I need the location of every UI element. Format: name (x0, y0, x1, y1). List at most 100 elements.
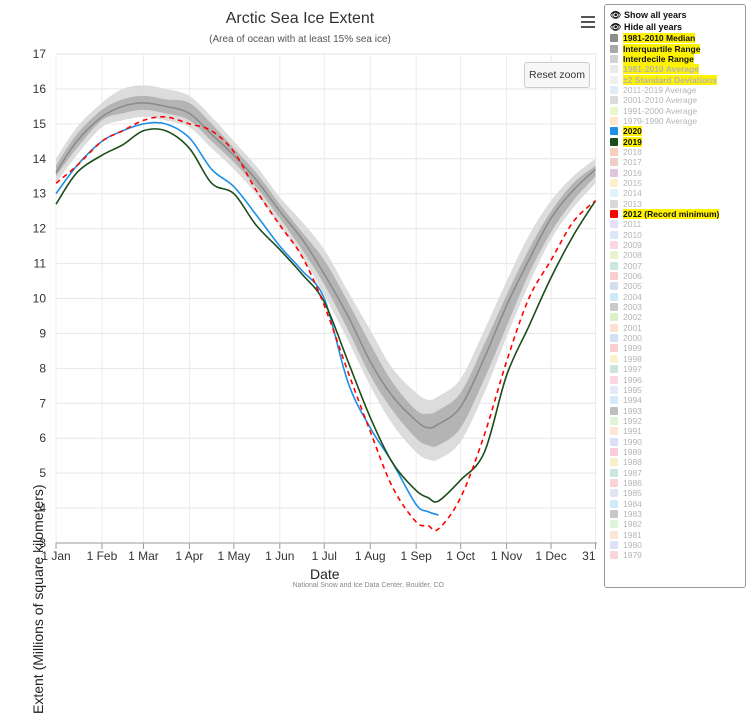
legend-swatch (610, 427, 618, 436)
legend-item[interactable]: 1981 (610, 530, 740, 540)
legend-item[interactable]: 2002 (610, 312, 740, 322)
legend-label: 2016 (623, 167, 642, 178)
y-tick-label: 17 (33, 47, 47, 61)
legend-swatch (610, 396, 618, 405)
legend-label: Interdecile Range (623, 53, 694, 64)
legend-item[interactable]: 2003 (610, 302, 740, 312)
legend-item[interactable]: 2006 (610, 271, 740, 281)
legend-item[interactable]: 1997 (610, 364, 740, 374)
legend-item[interactable]: 1993 (610, 405, 740, 416)
legend-item[interactable]: 1979 (610, 550, 740, 560)
legend-item[interactable]: 2011-2019 Average (610, 85, 740, 95)
legend-item[interactable]: 2009 (610, 240, 740, 250)
legend-label: 2005 (623, 281, 642, 292)
legend-item[interactable]: 2007 (610, 261, 740, 271)
legend-item[interactable]: 2011 (610, 219, 740, 229)
legend-swatch (610, 509, 618, 518)
legend-swatch (610, 199, 618, 208)
y-tick-label: 10 (33, 292, 47, 306)
legend-item[interactable]: 1983 (610, 509, 740, 519)
legend-swatch (610, 147, 618, 156)
legend-item[interactable]: 1991 (610, 426, 740, 436)
legend-item[interactable]: 1980 (610, 540, 740, 550)
series-line (55, 128, 597, 503)
legend-panel: 👁︎ Show all years 👁︎ Hide all years 1981… (604, 4, 746, 588)
legend-item[interactable]: Interdecile Range (610, 53, 740, 64)
legend-item[interactable]: 2016 (610, 167, 740, 178)
legend-item[interactable]: 2004 (610, 292, 740, 302)
legend-item[interactable]: 1996 (610, 374, 740, 385)
legend-item[interactable]: Interquartile Range (610, 43, 740, 54)
legend-item[interactable]: 1994 (610, 395, 740, 405)
legend-item[interactable]: 1991-2000 Average (610, 105, 740, 116)
y-tick-label: 11 (34, 257, 47, 271)
legend-label: 1996 (623, 374, 642, 385)
legend-swatch (610, 34, 618, 43)
legend-item[interactable]: 1984 (610, 498, 740, 509)
x-tick-label: 1 Jul (312, 549, 337, 563)
eye-icon: 👁︎ (610, 9, 622, 20)
legend-item[interactable]: 2001 (610, 323, 740, 333)
legend-label: 1988 (623, 457, 642, 468)
legend-item[interactable]: 2018 (610, 147, 740, 157)
legend-items: 1981-2010 Median Interquartile Range Inter… (610, 33, 740, 561)
legend-item[interactable]: 1986 (610, 478, 740, 488)
legend-item[interactable]: 1990 (610, 436, 740, 447)
legend-item[interactable]: 2008 (610, 250, 740, 260)
legend-item[interactable]: 1999 (610, 343, 740, 353)
legend-item[interactable]: 1989 (610, 447, 740, 457)
legend-label: 1985 (623, 488, 642, 499)
chart-subtitle: (Area of ocean with at least 15% sea ice… (209, 34, 391, 45)
legend-item[interactable]: 2001-2010 Average (610, 95, 740, 105)
legend-swatch (610, 334, 618, 343)
legend-label: 1981 (623, 529, 642, 540)
legend-item[interactable]: 1981-2010 Average (610, 64, 740, 75)
legend-swatch (610, 178, 618, 187)
legend-item[interactable]: 1995 (610, 385, 740, 395)
legend-item[interactable]: 1982 (610, 519, 740, 529)
legend-label: 1979-1990 Average (623, 115, 698, 126)
legend-item[interactable]: 2019 (610, 136, 740, 147)
legend-swatch (610, 158, 618, 167)
legend-item[interactable]: 2000 (610, 333, 740, 343)
legend-swatch (610, 44, 618, 53)
legend-item[interactable]: 2010 (610, 230, 740, 240)
x-tick-label: 1 Aug (355, 549, 386, 563)
legend-item[interactable]: 1998 (610, 354, 740, 364)
x-axis-label: Date (310, 566, 340, 582)
legend-swatch (610, 241, 618, 250)
legend-item[interactable]: 2012 (Record minimum) (610, 209, 740, 220)
legend-item[interactable]: 2015 (610, 178, 740, 188)
legend-swatch (610, 499, 618, 508)
legend-item[interactable]: 1992 (610, 416, 740, 426)
legend-swatch (610, 220, 618, 229)
hide-all-years-button[interactable]: 👁︎ Hide all years (610, 21, 683, 33)
hamburger-menu-icon[interactable] (581, 16, 595, 28)
legend-item[interactable]: 1985 (610, 488, 740, 498)
legend-swatch (610, 406, 618, 415)
legend-item[interactable]: 2013 (610, 199, 740, 209)
legend-item[interactable]: 1987 (610, 467, 740, 478)
legend-item[interactable]: 1981-2010 Median (610, 33, 740, 44)
x-tick-label: 1 Jun (265, 549, 294, 563)
legend-item[interactable]: 1979-1990 Average (610, 116, 740, 126)
legend-item[interactable]: ±2 Standard Deviations (610, 74, 740, 85)
show-all-years-button[interactable]: 👁︎ Show all years (610, 9, 687, 21)
legend-item[interactable]: 2020 (610, 126, 740, 137)
legend-swatch (610, 210, 618, 219)
legend-label: 2007 (623, 260, 642, 271)
legend-swatch (610, 313, 618, 322)
legend-swatch (610, 530, 618, 539)
legend-label: 2003 (623, 302, 642, 313)
legend-swatch (610, 416, 618, 425)
reset-zoom-button[interactable]: Reset zoom (524, 62, 590, 88)
legend-item[interactable]: 2014 (610, 188, 740, 198)
legend-item[interactable]: 1988 (610, 457, 740, 467)
legend-swatch (610, 137, 618, 146)
legend-swatch (610, 75, 618, 84)
legend-swatch (610, 272, 618, 281)
legend-label: 1998 (623, 353, 642, 364)
legend-item[interactable]: 2017 (610, 157, 740, 167)
legend-item[interactable]: 2005 (610, 281, 740, 291)
